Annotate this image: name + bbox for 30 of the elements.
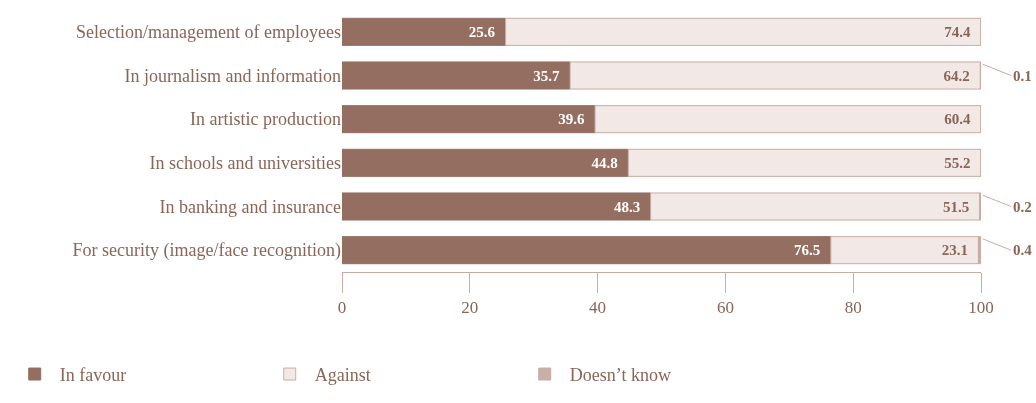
x-tick-label: 20: [461, 298, 479, 318]
data-label: 76.5: [794, 242, 821, 259]
data-label: 48.3: [613, 198, 641, 215]
data-label: 0.1: [1013, 68, 1032, 84]
data-label: 51.5: [942, 198, 970, 215]
y-tick-label: Selection/management of employees: [76, 22, 341, 43]
x-tick-label: 100: [968, 298, 994, 318]
data-label: 74.4: [944, 23, 971, 40]
data-label: 64.2: [943, 67, 970, 84]
y-tick-label: In banking and insurance: [159, 196, 341, 217]
legend-label: Against: [314, 365, 371, 386]
x-tick-label: 80: [844, 298, 862, 318]
y-tick-label: In schools and universities: [149, 153, 341, 174]
x-tick-label: 0: [337, 298, 347, 318]
legend-label: Doesn’t know: [569, 365, 671, 386]
legend-label: In favour: [59, 365, 127, 386]
data-label: 60.4: [944, 111, 971, 128]
data-label: 44.8: [591, 154, 618, 171]
y-tick-label: In artistic production: [190, 109, 341, 130]
data-label: 0.2: [1013, 199, 1032, 215]
y-tick-label: In journalism and information: [124, 65, 341, 86]
x-tick-label: 60: [716, 298, 734, 318]
data-label: 25.6: [468, 23, 496, 40]
data-label: 35.7: [533, 67, 561, 84]
data-label: 55.2: [944, 154, 971, 171]
y-tick-label: For security (image/face recognition): [72, 240, 341, 262]
x-tick-label: 40: [589, 298, 607, 318]
data-label: 23.1: [941, 242, 968, 259]
data-label: 0.4: [1013, 242, 1033, 258]
data-label: 39.6: [558, 111, 586, 128]
